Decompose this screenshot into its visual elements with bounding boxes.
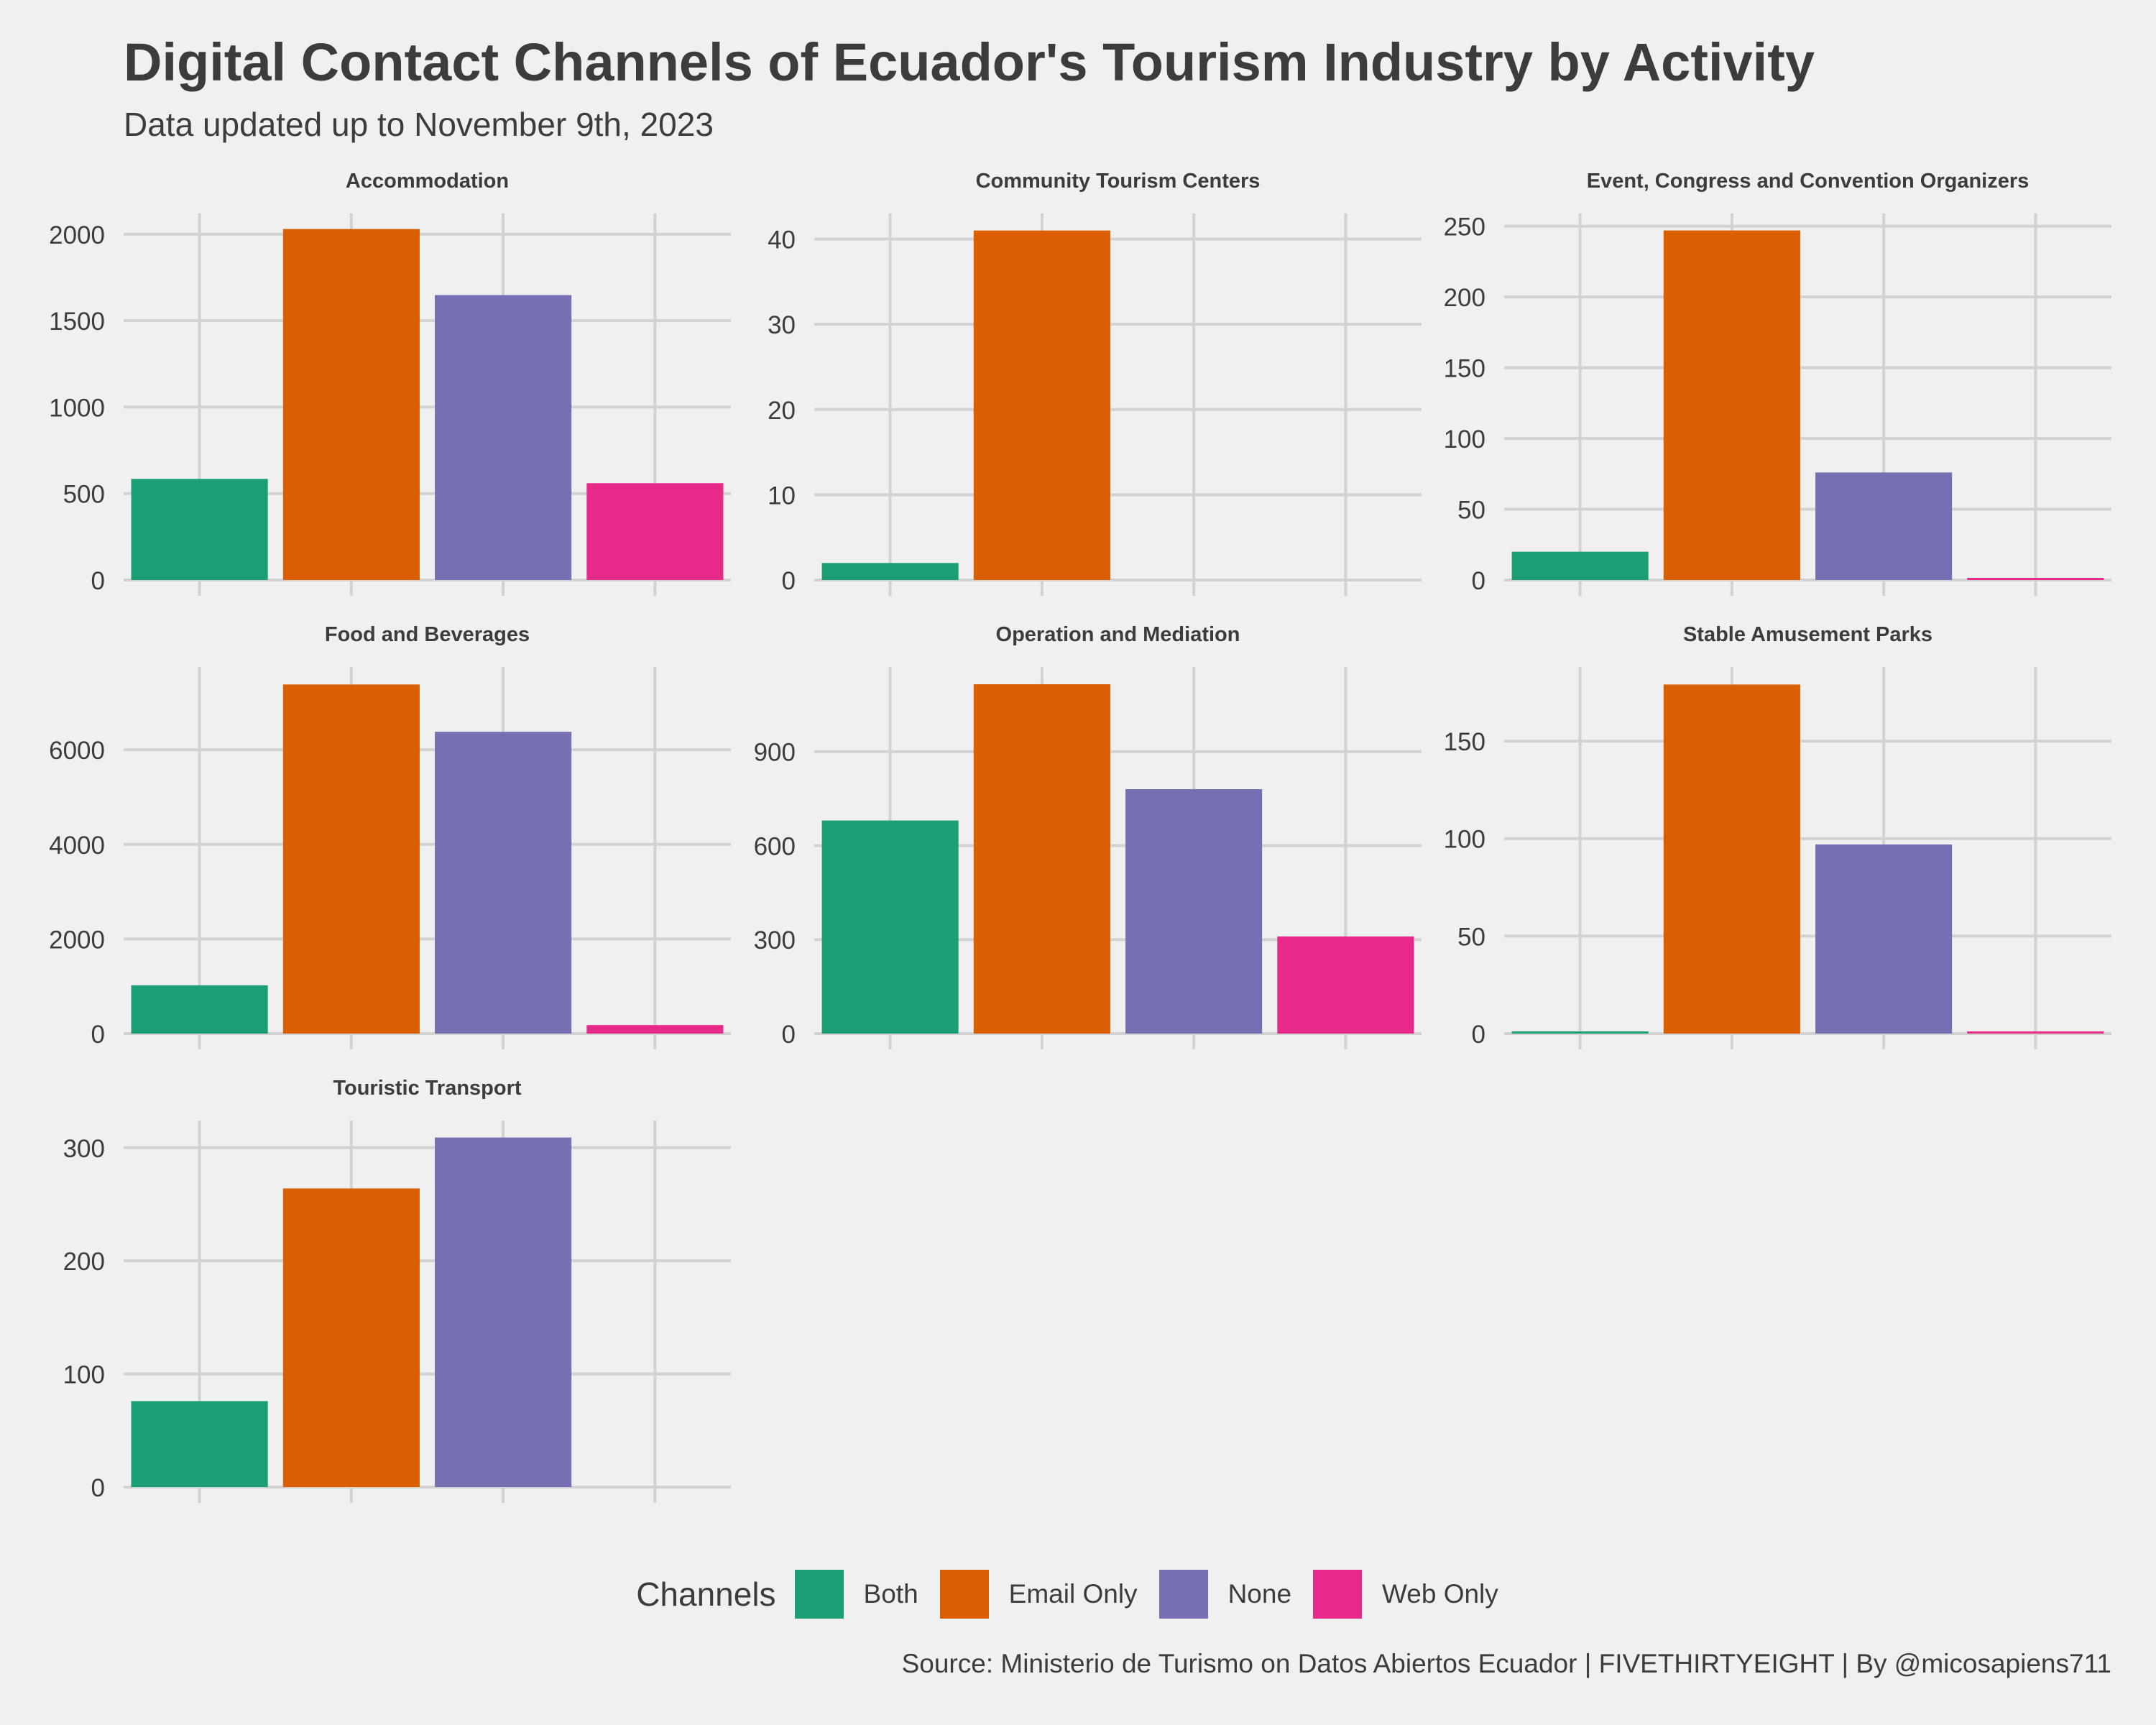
bar-email-only <box>973 230 1110 580</box>
y-tick-label: 0 <box>91 1021 105 1049</box>
legend-label-email-only: Email Only <box>1008 1579 1138 1609</box>
y-tick-label: 200 <box>63 1248 105 1276</box>
facet-panel: Operation and Mediation 0 300 600 900 <box>754 623 1422 1049</box>
facet-title-operation-and-mediation: Operation and Mediation <box>996 623 1240 646</box>
chart-subtitle: Data updated up to November 9th, 2023 <box>124 106 714 143</box>
legend: Channels Both Email Only None Web Only <box>0 1567 2156 1622</box>
facet-panel: Event, Congress and Convention Organizer… <box>1444 170 2111 596</box>
bar-both <box>131 479 268 580</box>
legend-swatch-none <box>1158 1570 1208 1619</box>
y-tick-label: 150 <box>1444 728 1485 756</box>
bar-email-only <box>282 229 420 580</box>
bar-none <box>435 1137 572 1487</box>
bar-both <box>1511 1031 1649 1034</box>
y-tick-label: 250 <box>1444 213 1485 242</box>
facet-panel: Touristic Transport 0 100 200 300 <box>63 1077 731 1503</box>
y-tick-label: 2000 <box>49 221 105 249</box>
legend-swatch-email-only <box>939 1570 989 1619</box>
bar-none <box>435 295 572 580</box>
bar-both <box>821 820 959 1034</box>
bar-web-only <box>1277 936 1414 1034</box>
legend-label-web-only: Web Only <box>1382 1579 1498 1609</box>
y-tick-label: 10 <box>768 482 796 510</box>
bar-email-only <box>282 684 420 1034</box>
bar-email-only <box>1663 684 1800 1034</box>
y-tick-label: 300 <box>754 926 796 954</box>
bar-web-only <box>1967 1031 2104 1034</box>
bar-both <box>1511 551 1649 580</box>
legend-label-both: Both <box>863 1579 918 1609</box>
y-tick-label: 2000 <box>49 926 105 954</box>
y-tick-label: 0 <box>1472 567 1485 595</box>
facet-panel: Stable Amusement Parks 0 50 100 150 <box>1444 623 2111 1049</box>
bar-both <box>821 563 959 580</box>
facet-title-event-congress-and-convention-organizers: Event, Congress and Convention Organizer… <box>1587 170 2030 193</box>
legend-swatch-web-only <box>1313 1570 1363 1619</box>
y-tick-label: 0 <box>91 567 105 595</box>
facet-title-community-tourism-centers: Community Tourism Centers <box>976 170 1261 193</box>
legend-item-web-only: Web Only <box>1313 1570 1498 1619</box>
bar-both <box>131 985 268 1034</box>
bar-email-only <box>973 684 1110 1034</box>
bar-none <box>1125 789 1263 1034</box>
legend-item-both: Both <box>794 1570 918 1619</box>
facet-panel: Community Tourism Centers 0 10 20 30 40 <box>768 170 1422 596</box>
chart-title: Digital Contact Channels of Ecuador's To… <box>124 32 1815 92</box>
bar-none <box>1815 472 1953 580</box>
y-tick-label: 100 <box>1444 426 1485 454</box>
bar-none <box>1815 844 1953 1034</box>
facet-panel: Food and Beverages 0 2000 4000 6000 <box>49 623 731 1049</box>
facet-title-touristic-transport: Touristic Transport <box>333 1077 521 1100</box>
bar-email-only <box>1663 230 1800 580</box>
y-tick-label: 50 <box>1457 923 1485 951</box>
y-tick-label: 0 <box>1472 1021 1485 1049</box>
bar-none <box>435 732 572 1034</box>
bar-web-only <box>586 1025 724 1034</box>
legend-label-none: None <box>1227 1579 1292 1609</box>
legend-swatch-both <box>794 1570 844 1619</box>
y-tick-label: 1500 <box>49 308 105 336</box>
bar-both <box>131 1401 268 1487</box>
y-tick-label: 40 <box>768 226 796 254</box>
facet-title-accommodation: Accommodation <box>346 170 509 193</box>
y-tick-label: 100 <box>1444 826 1485 854</box>
bar-web-only <box>1967 578 2104 580</box>
y-tick-label: 20 <box>768 397 796 425</box>
bar-web-only <box>586 483 724 580</box>
facet-title-food-and-beverages: Food and Beverages <box>325 623 530 646</box>
y-tick-label: 600 <box>754 832 796 860</box>
y-tick-label: 150 <box>1444 355 1485 383</box>
y-tick-label: 6000 <box>49 737 105 765</box>
y-tick-label: 50 <box>1457 497 1485 525</box>
facet-panel: Accommodation 0 500 1000 1500 2000 <box>49 170 731 596</box>
y-tick-label: 0 <box>91 1474 105 1502</box>
y-tick-label: 900 <box>754 739 796 767</box>
y-tick-label: 1000 <box>49 394 105 422</box>
y-tick-label: 4000 <box>49 832 105 860</box>
y-tick-label: 200 <box>1444 284 1485 312</box>
legend-item-none: None <box>1158 1570 1292 1619</box>
bar-email-only <box>282 1188 420 1487</box>
y-tick-label: 0 <box>782 1021 796 1049</box>
y-tick-label: 0 <box>782 567 796 595</box>
y-tick-label: 100 <box>63 1361 105 1389</box>
legend-item-email-only: Email Only <box>939 1570 1138 1619</box>
legend-title: Channels <box>636 1576 776 1613</box>
y-tick-label: 300 <box>63 1135 105 1163</box>
y-tick-label: 30 <box>768 311 796 339</box>
facet-title-stable-amusement-parks: Stable Amusement Parks <box>1683 623 1932 646</box>
chart-caption: Source: Ministerio de Turismo on Datos A… <box>901 1649 2111 1678</box>
y-tick-label: 500 <box>63 481 105 509</box>
